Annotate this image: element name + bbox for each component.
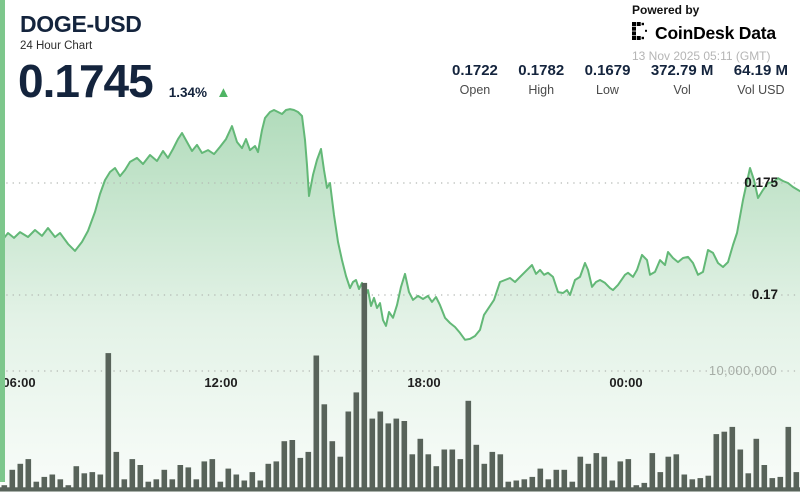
stat-high: 0.1782 High [518, 62, 564, 97]
powered-by-label: Powered by [632, 3, 700, 17]
stats-row: 0.1722 Open 0.1782 High 0.1679 Low 372.7… [452, 62, 788, 97]
stat-value: 0.1679 [584, 62, 631, 79]
price-row: 0.1745 1.34% ▲ [18, 58, 231, 104]
stat-label: Open [459, 83, 491, 97]
stat-open: 0.1722 Open [452, 62, 498, 97]
stat-value: 64.19 M [733, 62, 788, 79]
up-arrow-icon: ▲ [215, 84, 231, 102]
page-title: DOGE-USD [20, 11, 142, 37]
stat-low: 0.1679 Low [585, 62, 631, 97]
stat-label: Vol USD [737, 83, 785, 97]
current-price: 0.1745 [18, 55, 154, 108]
header: DOGE-USD 24 Hour Chart 0.1745 1.34% ▲ [18, 11, 231, 104]
timestamp: 13 Nov 2025 05:11 (GMT) [632, 49, 771, 63]
coindesk-logo-text: CoinDesk Data [655, 23, 776, 43]
chart-subtitle: 24 Hour Chart [20, 40, 93, 53]
stat-volume-usd: 64.19 M Vol USD [734, 62, 788, 97]
stat-volume: 372.79 M Vol [651, 62, 714, 97]
coindesk-logo-icon [632, 22, 650, 45]
stat-value: 0.1722 [452, 62, 498, 79]
price-change-percent: 1.34% [168, 85, 207, 101]
stat-value: 372.79 M [650, 62, 714, 79]
coindesk-data-logo[interactable]: CoinDesk Data [632, 22, 776, 45]
left-accent-bar [0, 0, 5, 482]
stat-value: 0.1782 [518, 62, 565, 79]
branding-block: Powered by CoinDes [632, 3, 776, 63]
stat-label: Vol [673, 83, 691, 97]
stat-label: Low [596, 83, 619, 97]
stat-label: High [528, 83, 555, 97]
